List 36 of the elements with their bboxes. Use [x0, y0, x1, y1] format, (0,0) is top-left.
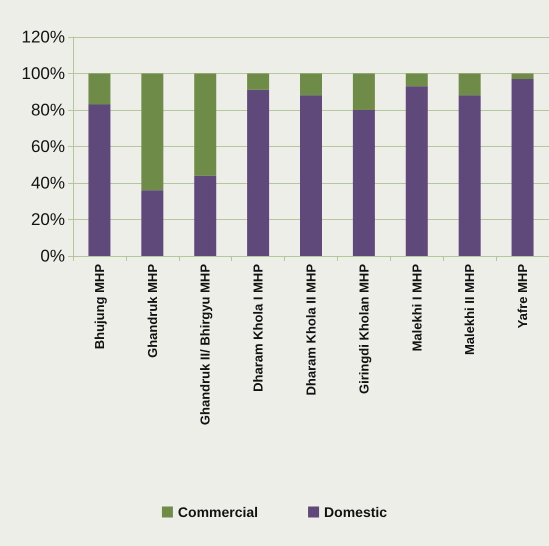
y-tick-label: 40% [30, 174, 65, 192]
bar [141, 74, 164, 190]
bar [300, 74, 322, 96]
y-tick-label: 80% [30, 100, 65, 120]
bar [88, 74, 110, 105]
bar [247, 74, 270, 90]
y-tick-label: 60% [30, 137, 65, 156]
bar [300, 95, 322, 256]
bar [352, 110, 375, 256]
bar [458, 95, 481, 256]
legend-label: Domestic [324, 504, 388, 520]
bar [512, 78, 534, 256]
x-tick-label: Bhujung MHP [92, 264, 107, 350]
bar [247, 90, 270, 256]
x-tick-label: Giringdi Kholan MHP [356, 264, 372, 394]
bar [458, 74, 481, 96]
legend-label: Commercial [178, 504, 258, 520]
bar [141, 190, 164, 256]
x-tick-label: Ghandruk MHP [144, 264, 160, 358]
x-tick-label: Dharam Khola II MHP [304, 264, 318, 396]
bar [194, 176, 216, 256]
bar [406, 74, 428, 86]
y-tick-label: 20% [30, 210, 65, 229]
x-tick-label: Dharam Khola I MHP [250, 264, 266, 392]
bar [512, 74, 534, 79]
bar [88, 104, 110, 256]
y-tick-label: 120% [22, 28, 65, 46]
bar [194, 74, 216, 176]
bar [406, 86, 428, 256]
x-tick-label: Ghandruk II/ Bhirgyu MHP [198, 264, 213, 426]
y-tick-label: 0% [40, 246, 65, 266]
x-tick-label: Yafre MHP [515, 264, 530, 328]
x-tick-label: Malekhi II MHP [462, 264, 478, 356]
bar [352, 74, 375, 110]
x-tick-label: Malekhi I MHP [409, 264, 424, 352]
y-tick-label: 100% [22, 64, 65, 83]
